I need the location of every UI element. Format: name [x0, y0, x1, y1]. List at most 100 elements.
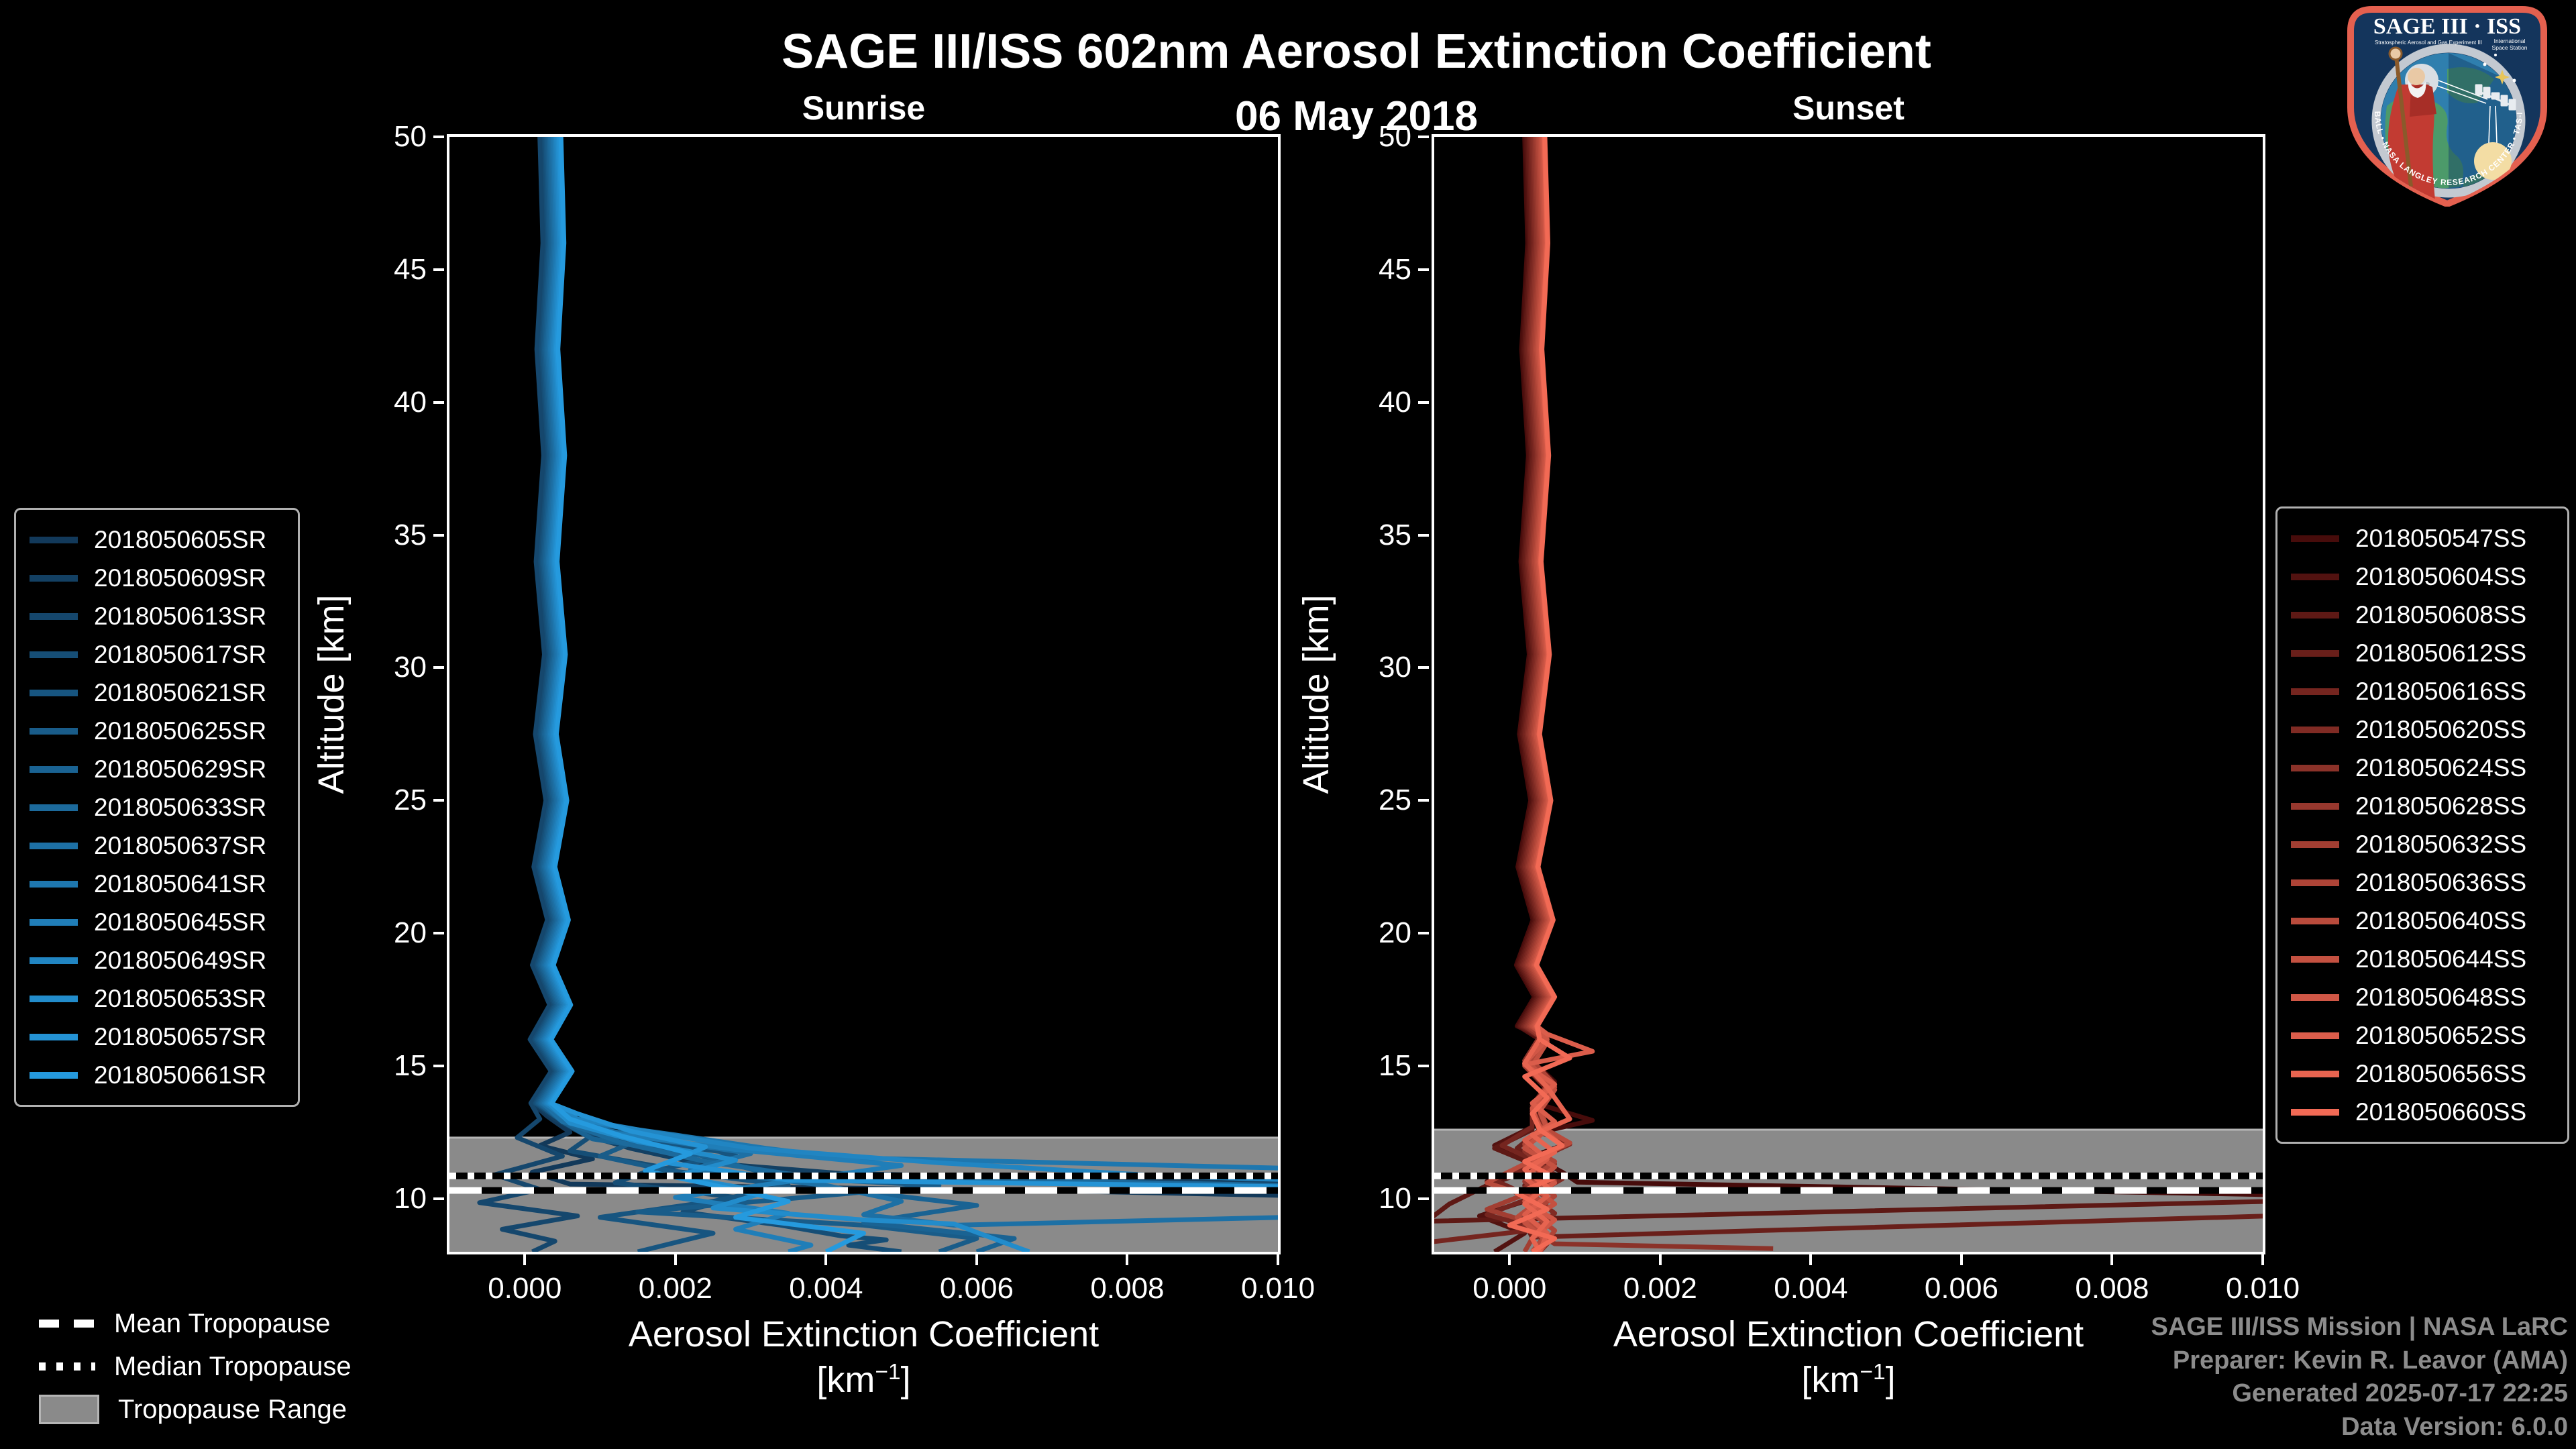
- sunset-legend-item: 2018050636SS: [2291, 863, 2554, 902]
- sunset-y-tick-label: 15: [1379, 1049, 1411, 1082]
- sunrise-y-tick-label: 50: [394, 120, 427, 153]
- sunrise-y-tick-label: 45: [394, 252, 427, 286]
- sunrise-y-tick: [433, 666, 444, 669]
- attribution-preparer: Preparer: Kevin R. Leavor (AMA): [2172, 1346, 2568, 1375]
- sunset-x-tick-label: 0.008: [2075, 1272, 2149, 1305]
- sunrise-legend-swatch-icon: [30, 574, 78, 582]
- sunset-legend-label: 2018050547SS: [2355, 524, 2527, 552]
- sunrise-x-axis-label-text: Aerosol Extinction Coefficient: [628, 1314, 1099, 1354]
- sunset-legend-label: 2018050640SS: [2355, 906, 2527, 934]
- sunset-legend-swatch-icon: [2291, 879, 2339, 886]
- sunrise-profile-2018050653SR: [545, 137, 1030, 1252]
- sunset-y-tick-label: 10: [1379, 1181, 1411, 1215]
- sunrise-y-tick: [433, 1197, 444, 1200]
- sunset-x-tick-label: 0.000: [1472, 1272, 1547, 1305]
- tropopause-range-label: Tropopause Range: [118, 1394, 347, 1424]
- sunset-legend-item: 2018050640SS: [2291, 902, 2554, 940]
- sunrise-y-tick: [433, 799, 444, 802]
- sunset-x-axis-label-text: Aerosol Extinction Coefficient: [1613, 1314, 2084, 1354]
- sunset-y-tick-label: 40: [1379, 385, 1411, 419]
- sunset-legend-swatch-icon: [2291, 1032, 2339, 1039]
- sunrise-y-tick-label: 35: [394, 518, 427, 551]
- median-tropopause-label: Median Tropopause: [114, 1351, 352, 1381]
- sunrise-profile-2018050637SR: [539, 137, 1278, 1228]
- median-tropopause-swatch-icon: [39, 1362, 95, 1371]
- sunrise-x-tick: [523, 1254, 527, 1265]
- sunrise-x-tick: [824, 1254, 828, 1265]
- sunset-chart-canvas: [1434, 137, 2263, 1252]
- sunrise-legend: 2018050605SR 2018050609SR 2018050613SR 2018…: [14, 508, 300, 1107]
- sunrise-legend-label: 2018050653SR: [94, 984, 267, 1012]
- sunrise-y-tick-label: 30: [394, 651, 427, 684]
- sunset-x-tick: [1809, 1254, 1813, 1265]
- sunset-legend-item: 2018050628SS: [2291, 787, 2554, 825]
- sunrise-profile-2018050621SR: [533, 137, 791, 1252]
- sunset-legend-label: 2018050620SS: [2355, 715, 2527, 743]
- sage-iss-mission-logo: BALL • NASA LANGLEY RESEARCH CENTER • TA…: [2347, 6, 2547, 207]
- sunrise-title: Sunrise: [802, 89, 926, 127]
- sunrise-y-tick: [433, 268, 444, 271]
- sunrise-y-tick: [433, 136, 444, 138]
- sunrise-legend-label: 2018050649SR: [94, 946, 267, 974]
- sunrise-x-tick-label: 0.000: [488, 1272, 562, 1305]
- tropopause-legend: Mean Tropopause Median Tropopause Tropop…: [39, 1307, 352, 1426]
- sunset-legend-label: 2018050608SS: [2355, 600, 2527, 629]
- sunset-legend-label: 2018050632SS: [2355, 830, 2527, 858]
- sunset-legend-swatch-icon: [2291, 955, 2339, 963]
- sunrise-legend-label: 2018050645SR: [94, 908, 267, 936]
- sunset-legend-item: 2018050604SS: [2291, 557, 2554, 596]
- sunset-y-tick-label: 30: [1379, 651, 1411, 684]
- logo-subtitle-left: Stratospheric Aerosol and Gas Experiment…: [2375, 40, 2482, 46]
- sunrise-y-tick: [433, 400, 444, 404]
- sunset-legend-swatch-icon: [2291, 994, 2339, 1001]
- sunset-legend-label: 2018050612SS: [2355, 639, 2527, 667]
- sunset-legend-item: 2018050612SS: [2291, 634, 2554, 672]
- sunrise-profile-2018050625SR: [535, 137, 979, 1252]
- sunset-legend-label: 2018050648SS: [2355, 983, 2527, 1011]
- attribution-version: Data Version: 6.0.0: [2341, 1412, 2568, 1441]
- sunset-y-tick-label: 20: [1379, 916, 1411, 950]
- sunrise-x-tick: [1126, 1254, 1129, 1265]
- sunset-legend-swatch-icon: [2291, 1108, 2339, 1116]
- sunrise-profile-2018050629SR: [537, 137, 1017, 1252]
- sunset-legend-swatch-icon: [2291, 1070, 2339, 1077]
- sunrise-plot: Sunrise Altitude [km] Aerosol Extinction…: [311, 89, 1315, 1400]
- sunset-legend-swatch-icon: [2291, 649, 2339, 657]
- sunset-legend-label: 2018050604SS: [2355, 562, 2527, 590]
- logo-iss-icon: [2475, 84, 2516, 111]
- sunrise-legend-swatch-icon: [30, 1071, 78, 1079]
- page-title: SAGE III/ISS 602nm Aerosol Extinction Co…: [782, 25, 1931, 78]
- sunset-y-axis-label: Altitude [km]: [1296, 594, 1336, 794]
- sunset-y-tick-label: 50: [1379, 120, 1411, 153]
- sunset-legend-item: 2018050547SS: [2291, 519, 2554, 557]
- attribution-mission: SAGE III/ISS Mission | NASA LaRC: [2151, 1313, 2568, 1342]
- sunrise-profile-2018050645SR: [543, 137, 904, 1252]
- sunrise-x-axis-unit: [km−1]: [816, 1360, 911, 1400]
- sunrise-legend-swatch-icon: [30, 995, 78, 1002]
- sunrise-legend-item: 2018050629SR: [30, 750, 284, 788]
- sunset-legend-label: 2018050624SS: [2355, 753, 2527, 782]
- sunrise-y-tick-label: 25: [394, 784, 427, 817]
- sunset-y-tick: [1418, 932, 1429, 935]
- sunrise-x-tick: [674, 1254, 677, 1265]
- sunrise-legend-item: 2018050649SR: [30, 941, 284, 979]
- sunset-x-tick-label: 0.004: [1774, 1272, 1848, 1305]
- logo-stars: [2483, 54, 2516, 85]
- sunrise-y-tick-label: 10: [394, 1181, 427, 1215]
- sunrise-profile-2018050633SR: [538, 137, 1278, 1188]
- sunrise-profile-2018050617SR: [532, 137, 902, 1252]
- sunrise-legend-swatch-icon: [30, 957, 78, 964]
- tropopause-range-legend-item: Tropopause Range: [39, 1393, 352, 1426]
- sunrise-legend-swatch-icon: [30, 727, 78, 735]
- sunset-legend-item: 2018050608SS: [2291, 596, 2554, 634]
- sunrise-legend-label: 2018050661SR: [94, 1061, 267, 1089]
- logo-subtitle-right2: Space Station: [2492, 44, 2528, 51]
- sunset-x-tick-label: 0.010: [2225, 1272, 2300, 1305]
- sunrise-legend-label: 2018050633SR: [94, 793, 267, 821]
- sunrise-legend-swatch-icon: [30, 689, 78, 696]
- sunrise-x-tick-label: 0.008: [1090, 1272, 1165, 1305]
- sunset-profile-2018050612SS: [1515, 137, 2263, 1240]
- sunset-title: Sunset: [1792, 89, 1904, 127]
- sunrise-profile-2018050609SR: [531, 137, 1278, 1185]
- sunrise-profile-2018050657SR: [547, 137, 1278, 1189]
